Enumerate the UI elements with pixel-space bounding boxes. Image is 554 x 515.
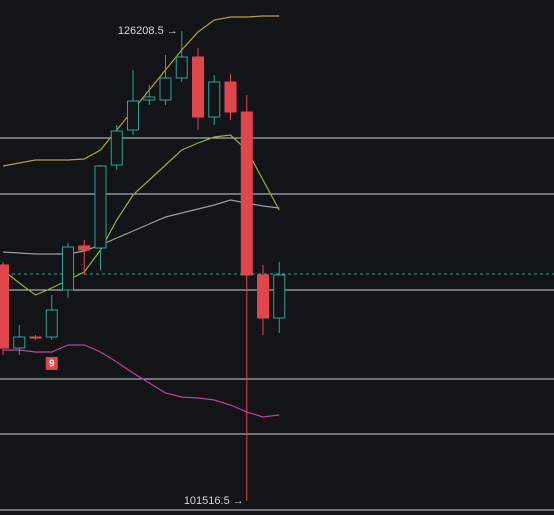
candle-body <box>208 81 221 118</box>
candle-body <box>0 264 9 349</box>
candle-body <box>175 56 188 79</box>
high-label: 126208.5 → <box>118 25 178 37</box>
candle-body <box>94 165 107 249</box>
candle-body <box>62 246 74 291</box>
candle-body <box>192 56 204 118</box>
candle-body <box>143 96 156 101</box>
candle-body <box>224 81 237 113</box>
candle-body <box>257 274 269 319</box>
candle-body <box>13 336 26 349</box>
indicator-line <box>3 344 280 418</box>
indicator-line <box>2 199 280 255</box>
candle-body <box>240 111 253 276</box>
candle-body <box>110 130 123 166</box>
marker-box <box>45 357 58 371</box>
candle-body <box>45 309 58 338</box>
low-label: 101516.5 → <box>184 495 244 507</box>
indicator-line <box>2 15 280 167</box>
candle-body <box>78 245 91 251</box>
candle-body <box>159 77 172 101</box>
marker-label: 9 <box>49 359 55 370</box>
candle-body <box>29 336 42 339</box>
indicator-line <box>2 134 280 296</box>
candle-body <box>273 274 286 319</box>
candle-body <box>127 100 139 131</box>
